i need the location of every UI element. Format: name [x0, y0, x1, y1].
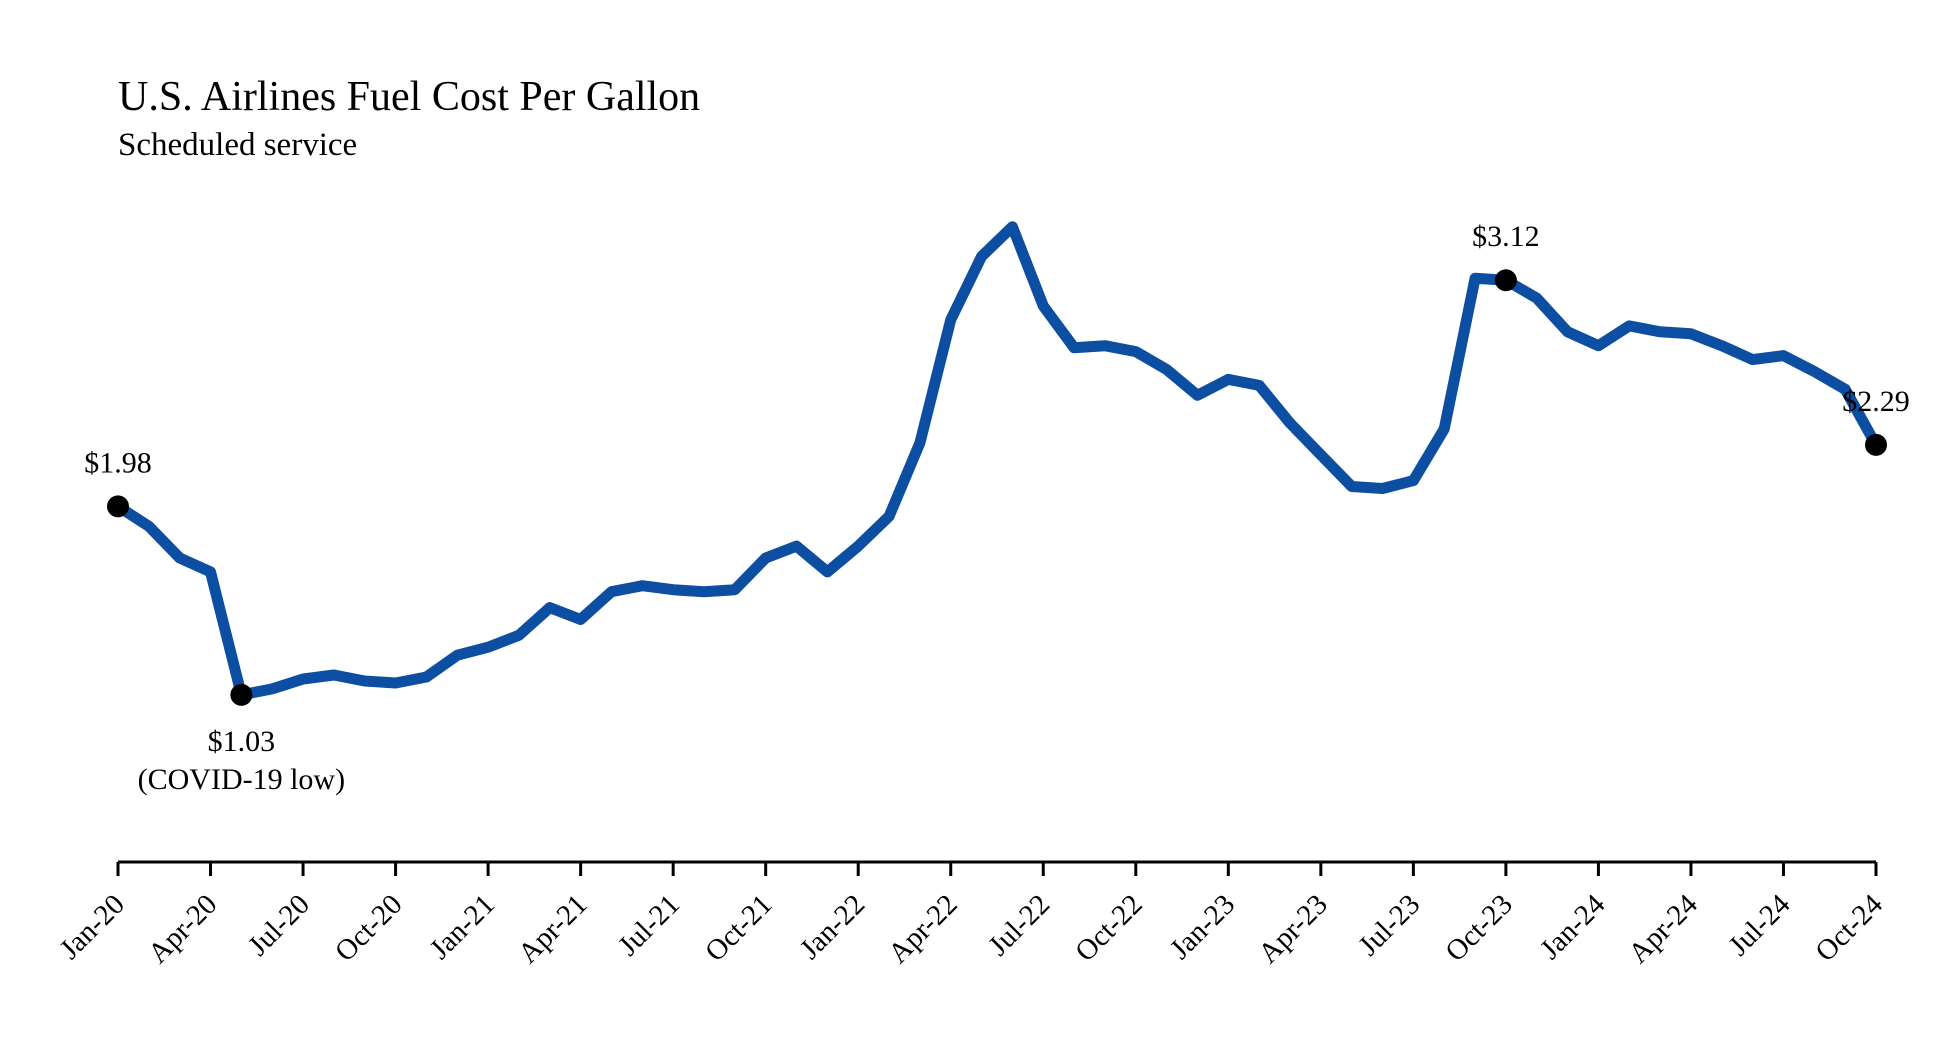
chart-title: U.S. Airlines Fuel Cost Per Gallon	[118, 74, 700, 120]
x-tick-label: Oct-24	[1809, 888, 1889, 968]
x-tick-label: Apr-20	[142, 888, 223, 969]
chart-subtitle: Scheduled service	[118, 127, 357, 163]
x-tick-label: Apr-22	[882, 888, 963, 969]
data-label: $1.98	[84, 446, 152, 479]
x-tick-label: Jul-20	[242, 888, 316, 962]
x-tick-label: Jul-23	[1352, 888, 1426, 962]
data-label-note: (COVID-19 low)	[138, 763, 345, 796]
data-point-marker	[1865, 433, 1887, 456]
series-line-layer	[112, 221, 1882, 701]
data-point-marker	[1494, 269, 1517, 292]
x-tick-label: Apr-21	[512, 888, 593, 969]
x-tick-label: Apr-23	[1252, 888, 1333, 969]
data-label: $3.12	[1472, 220, 1540, 253]
marker-layer: $1.98 $1.03 (COVID-19 low) $3.12 $2.29	[84, 220, 1910, 796]
x-axis: Jan-20 Apr-20 Jul-20 Oct-20 Jan-21 Apr-21 Jul-…	[54, 860, 1889, 970]
x-tick-label: Jul-21	[612, 888, 686, 962]
data-point-marker	[107, 495, 129, 518]
x-tick-label: Jan-20	[54, 888, 131, 965]
data-label: $1.03	[208, 725, 276, 758]
x-tick-label: Oct-20	[329, 888, 409, 968]
x-tick-label: Oct-22	[1069, 888, 1149, 968]
x-tick-label: Jul-22	[982, 888, 1056, 962]
x-tick-label: Jan-21	[424, 888, 501, 965]
x-tick-label: Oct-23	[1439, 888, 1519, 968]
fuel-cost-series-line	[112, 221, 1882, 701]
x-tick-label: Oct-21	[699, 888, 779, 968]
data-label: $2.29	[1842, 385, 1910, 418]
data-point-marker	[230, 683, 253, 706]
x-tick-label: Jan-22	[794, 888, 871, 965]
x-tick-label: Jan-23	[1164, 888, 1241, 965]
x-tick-label: Apr-24	[1622, 888, 1704, 970]
x-tick-label: Jan-24	[1534, 888, 1612, 966]
x-tick-label: Jul-24	[1723, 888, 1797, 962]
